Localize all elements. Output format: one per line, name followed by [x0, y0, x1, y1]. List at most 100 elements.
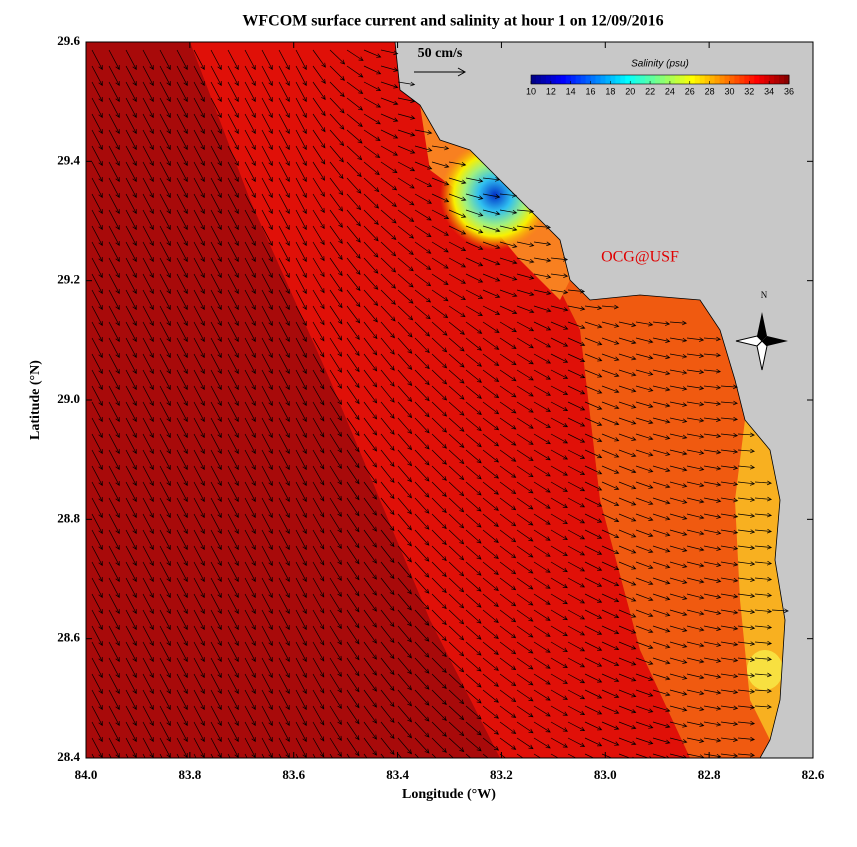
- current-arrow: [227, 177, 239, 199]
- current-arrow: [193, 609, 205, 631]
- current-arrow: [635, 625, 654, 634]
- current-arrow: [380, 145, 399, 156]
- current-arrow: [601, 577, 620, 587]
- current-arrow: [227, 481, 239, 503]
- current-arrow: [193, 145, 205, 167]
- current-arrow: [533, 545, 551, 557]
- current-arrow: [295, 225, 307, 247]
- current-arrow: [380, 49, 399, 56]
- current-arrow: [329, 545, 342, 566]
- current-arrow: [91, 641, 103, 663]
- current-arrow: [210, 705, 222, 727]
- current-arrow: [516, 417, 534, 429]
- current-arrow: [227, 689, 239, 711]
- current-arrow: [227, 257, 239, 279]
- current-arrow: [329, 721, 342, 742]
- current-arrow: [567, 321, 586, 330]
- current-arrow: [431, 561, 447, 578]
- current-arrow: [397, 145, 416, 154]
- current-arrow: [465, 689, 482, 704]
- current-arrow: [737, 736, 756, 742]
- x-tick-label: 83.4: [386, 767, 409, 782]
- current-arrow: [380, 593, 395, 612]
- current-arrow: [499, 609, 517, 623]
- current-arrow: [329, 625, 342, 646]
- current-arrow: [737, 448, 755, 454]
- current-arrow: [312, 481, 325, 502]
- current-arrow: [159, 417, 171, 439]
- current-arrow: [176, 689, 188, 711]
- current-arrow: [329, 529, 342, 550]
- current-arrow: [91, 705, 103, 727]
- current-arrow: [635, 401, 654, 409]
- current-arrow: [703, 657, 722, 663]
- current-arrow: [448, 273, 466, 284]
- current-arrow: [125, 113, 137, 135]
- current-arrow: [431, 417, 448, 433]
- current-arrow: [533, 705, 551, 717]
- current-arrow: [601, 625, 620, 635]
- current-arrow: [244, 369, 256, 391]
- current-arrow: [584, 385, 603, 394]
- current-arrow: [737, 689, 756, 694]
- current-arrow: [312, 161, 326, 181]
- current-arrow: [720, 433, 739, 438]
- current-arrow: [567, 401, 586, 411]
- current-arrow: [499, 353, 517, 366]
- current-arrow: [210, 129, 222, 151]
- current-arrow: [686, 641, 705, 648]
- current-arrow: [414, 257, 432, 270]
- current-arrow: [754, 608, 773, 614]
- current-arrow: [431, 401, 448, 417]
- current-arrow: [380, 113, 399, 122]
- current-arrow: [482, 481, 499, 495]
- current-arrow: [363, 209, 379, 226]
- current-arrow: [312, 241, 325, 262]
- current-arrow: [210, 481, 222, 503]
- current-arrow: [329, 705, 342, 726]
- current-arrow: [499, 417, 517, 430]
- current-arrow: [431, 433, 448, 449]
- current-arrow: [567, 385, 586, 395]
- current-arrow: [533, 289, 552, 296]
- current-arrow: [686, 497, 705, 504]
- current-arrow: [159, 705, 171, 727]
- colorbar-swatch: [590, 75, 596, 84]
- current-arrow: [346, 273, 361, 292]
- current-arrow: [652, 545, 671, 553]
- current-arrow: [448, 593, 465, 609]
- current-arrow: [159, 577, 171, 599]
- current-arrow: [397, 417, 413, 435]
- current-arrow: [363, 529, 377, 548]
- current-arrow: [737, 593, 756, 598]
- current-arrow: [584, 305, 603, 311]
- current-arrow: [244, 577, 256, 599]
- current-arrow: [295, 257, 307, 279]
- current-arrow: [431, 209, 450, 219]
- current-arrow: [584, 657, 603, 667]
- current-arrow: [754, 592, 773, 598]
- current-arrow: [380, 625, 395, 644]
- current-arrow: [346, 497, 360, 517]
- current-arrow: [295, 673, 307, 695]
- current-arrow: [312, 353, 325, 374]
- current-arrow: [278, 465, 290, 487]
- current-arrow: [159, 689, 171, 711]
- current-arrow: [142, 641, 154, 663]
- current-arrow: [91, 337, 103, 359]
- current-arrow: [210, 609, 222, 631]
- current-arrow: [567, 465, 586, 475]
- current-arrow: [346, 385, 360, 405]
- current-arrow: [261, 65, 273, 87]
- current-arrow: [669, 705, 688, 712]
- current-arrow: [312, 577, 325, 598]
- current-arrow: [176, 113, 188, 135]
- current-arrow: [601, 385, 620, 394]
- current-arrow: [584, 737, 603, 747]
- current-arrow: [278, 593, 290, 615]
- current-arrow: [465, 657, 482, 672]
- current-arrow: [176, 145, 188, 167]
- current-arrow: [91, 625, 103, 647]
- current-arrow: [295, 641, 307, 663]
- current-arrow: [125, 513, 137, 535]
